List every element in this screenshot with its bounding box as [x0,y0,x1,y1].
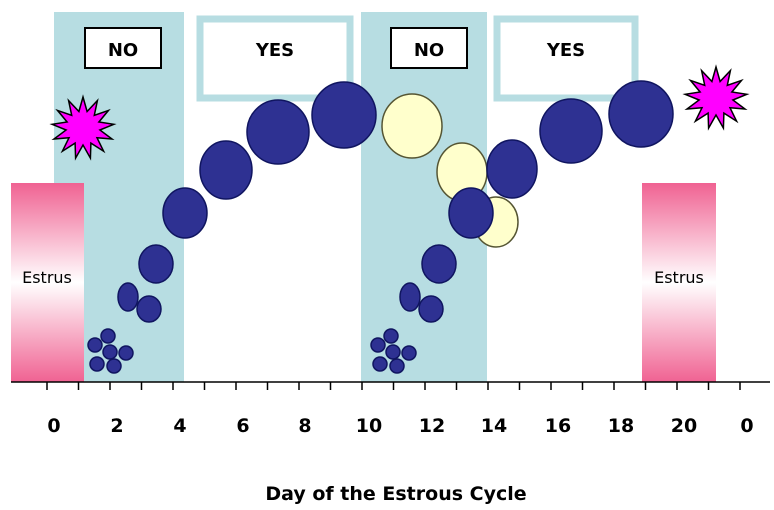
no-box-1 [84,27,162,69]
growing-follicle [117,282,139,312]
tick-label: 20 [671,415,697,437]
dominant-follicle [246,99,310,165]
growing-follicle [486,139,538,199]
tick-label: 4 [173,415,186,437]
growing-follicle [136,295,162,323]
estrus-label-right: Estrus [654,268,704,287]
small-follicle [106,358,122,374]
small-follicle [385,344,401,360]
small-follicle [100,328,116,344]
small-follicle [370,337,386,353]
tick-label: 14 [481,415,507,437]
follicle-wave-2 [370,80,674,374]
yes-box-2-label: YES [546,40,585,61]
x-axis-ticks [46,382,741,390]
small-follicle [89,356,105,372]
small-follicle [389,358,405,374]
growing-follicle [421,244,457,284]
growing-follicle [418,295,444,323]
no-box-2-label: NO [414,40,444,61]
tick-label: 2 [110,415,123,437]
follicle-wave-1 [87,81,377,374]
small-follicle [401,345,417,361]
small-follicle [118,345,134,361]
growing-follicle [162,187,208,239]
small-follicle [383,328,399,344]
growing-follicle [138,244,174,284]
tick-label: 0 [47,415,60,437]
yes-box-1-label: YES [255,40,294,61]
tick-label: 16 [545,415,571,437]
dominant-follicle [311,81,377,149]
yes-box-2 [493,15,639,102]
estrus-bar-right [642,183,716,382]
no-box-1-label: NO [108,40,138,61]
dominant-follicle [539,98,603,164]
no-box-2 [390,27,468,69]
growing-follicle [199,140,253,200]
tick-label: 12 [419,415,445,437]
dominant-follicle [608,80,674,148]
x-axis-title: Day of the Estrous Cycle [265,483,526,505]
tick-label: 18 [608,415,634,437]
yes-box-1 [196,15,354,102]
x-axis-tick-labels: 0 2 4 6 8 10 12 14 16 18 20 0 [47,415,753,437]
tick-label: 10 [356,415,382,437]
tick-label: 8 [298,415,311,437]
follicle-regressing [381,93,519,248]
tick-label: 0 [740,415,753,437]
small-follicle [87,337,103,353]
regressing-follicle [381,93,443,159]
starburst-icon [49,94,117,161]
small-follicle [372,356,388,372]
starburst-icon [682,64,750,131]
small-follicle [102,344,118,360]
tick-label: 6 [236,415,249,437]
growing-follicle [399,282,421,312]
estrus-bar-left [11,183,84,382]
estrus-label-left: Estrus [22,268,72,287]
growing-follicle [448,187,494,239]
